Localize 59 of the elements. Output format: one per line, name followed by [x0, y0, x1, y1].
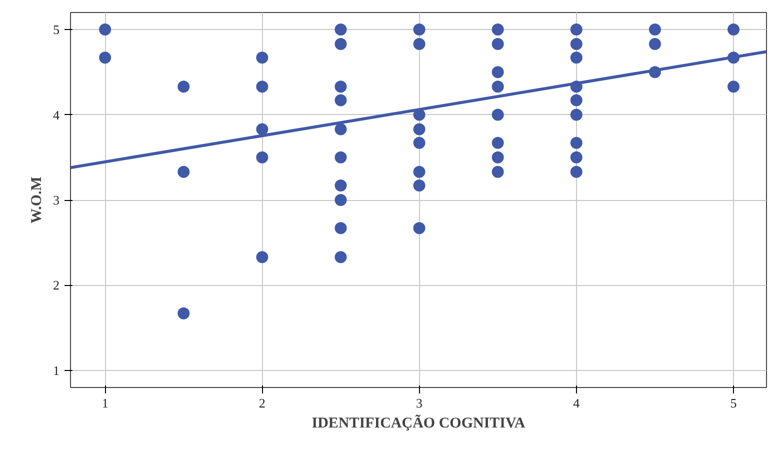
- y-axis-title: W.O.M: [29, 176, 45, 224]
- point: [334, 180, 347, 192]
- point: [413, 24, 426, 36]
- x-axis-title: IDENTIFICAÇÃO COGNITIVA: [312, 414, 526, 432]
- y-tick-label: 4: [53, 107, 60, 122]
- point: [492, 136, 504, 149]
- point: [256, 80, 268, 93]
- y-tick-label: 2: [53, 278, 60, 293]
- point: [178, 166, 190, 178]
- x-tick-label: 5: [730, 396, 737, 410]
- point: [413, 38, 426, 50]
- point: [492, 66, 504, 78]
- y-tick-label: 5: [53, 22, 60, 38]
- point: [334, 94, 347, 106]
- point: [99, 52, 112, 64]
- point: [334, 123, 347, 136]
- point: [334, 80, 347, 93]
- point: [728, 80, 740, 93]
- y-tick-label: 1: [53, 362, 60, 378]
- point: [334, 151, 347, 164]
- point: [492, 38, 504, 50]
- x-tick-label: 3: [416, 396, 423, 410]
- point: [570, 24, 582, 36]
- point: [413, 136, 426, 149]
- point: [99, 24, 112, 36]
- point: [570, 108, 582, 121]
- point: [492, 24, 504, 36]
- point: [648, 38, 661, 50]
- point: [570, 136, 582, 149]
- point: [413, 123, 426, 136]
- point: [413, 166, 426, 178]
- point: [256, 251, 268, 264]
- point: [570, 151, 582, 164]
- point: [570, 38, 582, 50]
- point: [178, 307, 190, 320]
- x-tick-label: 1: [102, 396, 108, 410]
- point: [178, 80, 190, 93]
- point: [648, 24, 661, 36]
- point: [334, 194, 347, 206]
- point: [570, 94, 582, 106]
- point: [570, 166, 582, 178]
- point: [256, 151, 268, 164]
- point: [570, 52, 582, 64]
- point: [413, 180, 426, 192]
- y-tick-label: 3: [53, 192, 60, 208]
- point: [334, 251, 347, 264]
- point: [492, 80, 504, 93]
- point: [492, 151, 504, 164]
- x-tick-label: 2: [258, 396, 266, 410]
- point: [334, 222, 347, 234]
- point: [728, 24, 740, 36]
- point: [413, 222, 426, 234]
- point: [334, 24, 347, 36]
- point: [256, 123, 268, 136]
- point: [256, 52, 268, 64]
- point: [334, 38, 347, 50]
- x-tick-label: 4: [573, 396, 580, 410]
- point: [492, 166, 504, 178]
- point: [492, 108, 504, 121]
